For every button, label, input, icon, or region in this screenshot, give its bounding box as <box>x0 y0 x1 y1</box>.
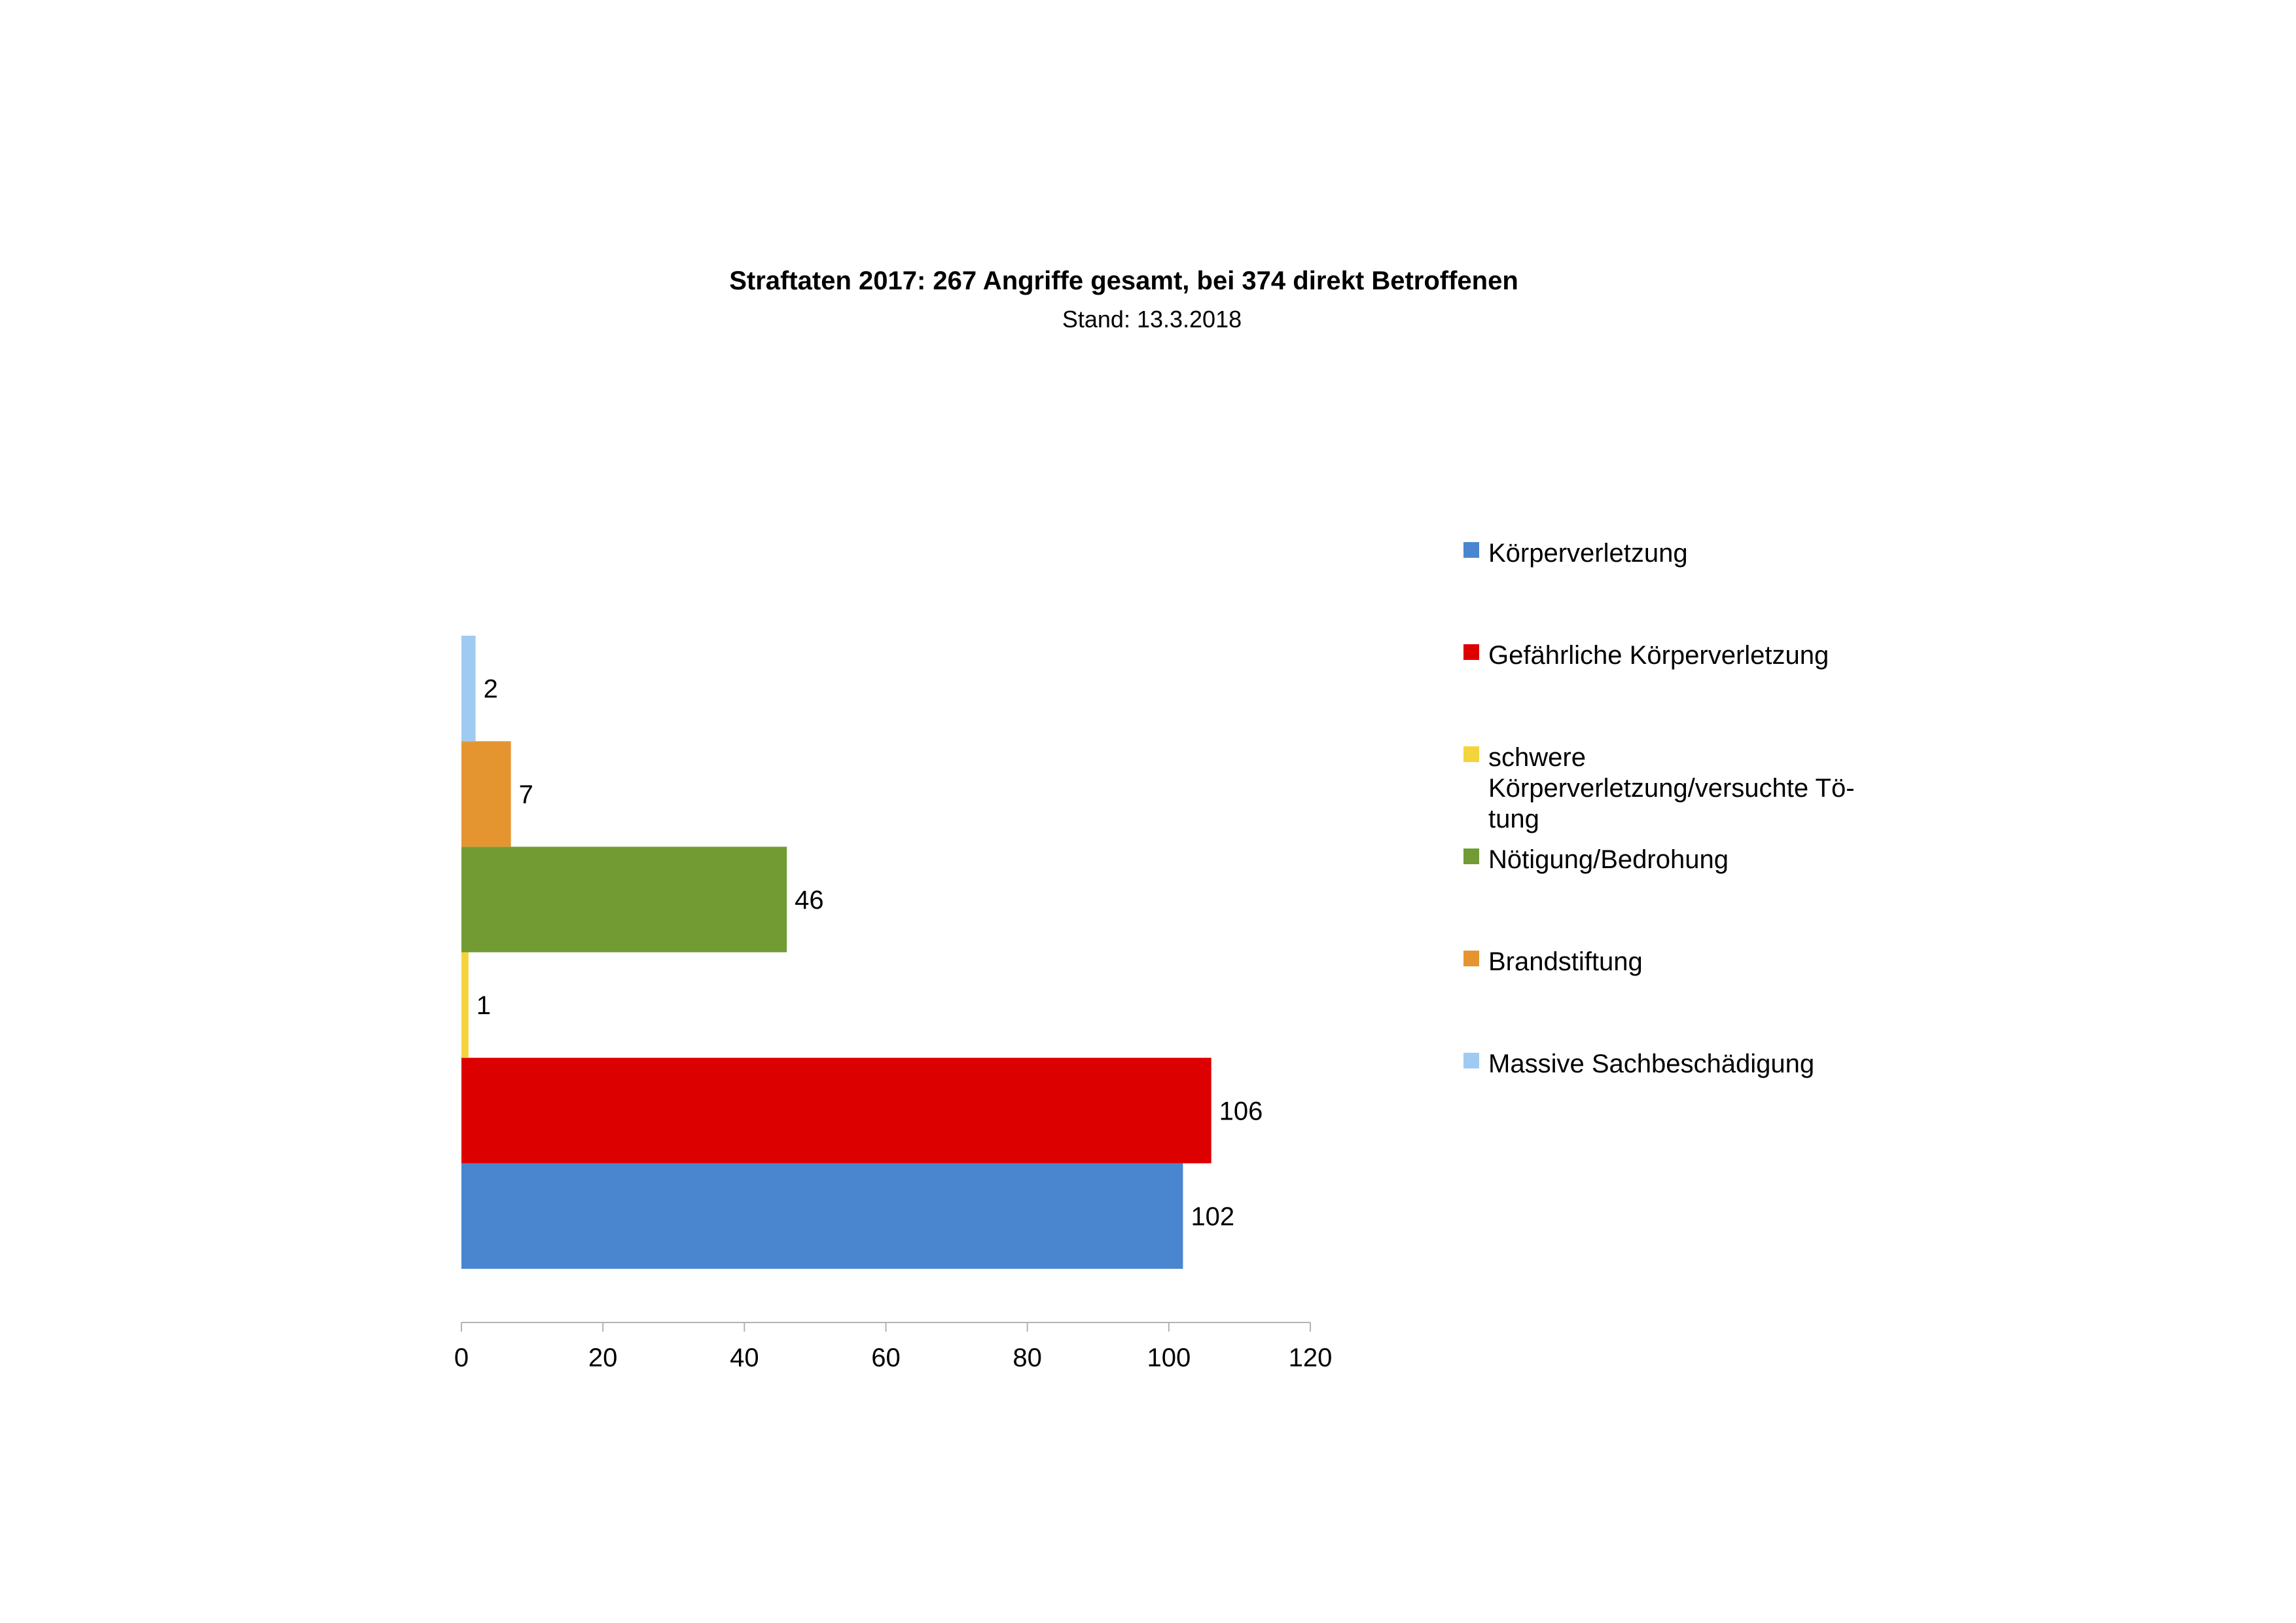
legend-swatch-2 <box>1463 746 1479 762</box>
legend-item-5: Massive Sachbeschädigung <box>1488 1049 1814 1078</box>
x-tick-label-0: 0 <box>454 1343 469 1372</box>
legend-item-2-line-2: tung <box>1488 805 1539 833</box>
chart-subtitle: Stand: 13.3.2018 <box>1062 306 1242 333</box>
data-label-0: 102 <box>1191 1202 1234 1231</box>
legend-item-0-line-0: Körperverletzung <box>1488 539 1688 568</box>
legend-item-5-line-0: Massive Sachbeschädigung <box>1488 1049 1814 1078</box>
data-label-3: 46 <box>795 886 824 915</box>
x-tick-label-4: 80 <box>1013 1343 1042 1372</box>
bar-0 <box>461 1163 1183 1269</box>
x-tick-label-3: 60 <box>871 1343 901 1372</box>
x-axis: 0 20 40 60 80 100 120 <box>454 1322 1333 1372</box>
bar-5 <box>461 636 476 742</box>
data-label-5: 2 <box>484 675 498 704</box>
x-tick-label-1: 20 <box>588 1343 618 1372</box>
x-tick-label-2: 40 <box>730 1343 759 1372</box>
legend-swatch-0 <box>1463 542 1479 558</box>
data-label-1: 106 <box>1219 1097 1263 1125</box>
legend-item-2-line-1: Körperverletzung/versuchte Tö- <box>1488 774 1855 803</box>
bar-4 <box>461 741 511 847</box>
legend: Körperverletzung Gefährliche Körperverlet… <box>1463 539 1855 1078</box>
x-tick-label-6: 120 <box>1289 1343 1333 1372</box>
legend-item-2-line-0: schwere <box>1488 743 1586 772</box>
legend-item-4: Brandstiftung <box>1488 947 1643 976</box>
legend-item-1-line-0: Gefährliche Körperverletzung <box>1488 641 1829 670</box>
legend-item-1: Gefährliche Körperverletzung <box>1488 641 1829 670</box>
legend-item-4-line-0: Brandstiftung <box>1488 947 1643 976</box>
legend-swatch-5 <box>1463 1053 1479 1068</box>
bar-2 <box>461 952 469 1058</box>
legend-item-0: Körperverletzung <box>1488 539 1688 568</box>
legend-item-2: schwere Körperverletzung/versuchte Tö-tun… <box>1488 743 1855 833</box>
x-tick-label-5: 100 <box>1147 1343 1191 1372</box>
chart-title: Straftaten 2017: 267 Angriffe gesamt, be… <box>729 266 1518 295</box>
data-label-4: 7 <box>519 780 533 809</box>
bar-3 <box>461 847 787 953</box>
legend-item-3: Nötigung/Bedrohung <box>1488 845 1729 874</box>
data-labels: 102 106 1 46 7 2 <box>476 675 1263 1231</box>
data-label-2: 1 <box>476 991 491 1020</box>
legend-swatch-3 <box>1463 848 1479 864</box>
legend-item-3-line-0: Nötigung/Bedrohung <box>1488 845 1729 874</box>
legend-swatch-4 <box>1463 951 1479 966</box>
bars <box>461 636 1211 1269</box>
legend-swatch-1 <box>1463 644 1479 660</box>
bar-1 <box>461 1057 1211 1163</box>
